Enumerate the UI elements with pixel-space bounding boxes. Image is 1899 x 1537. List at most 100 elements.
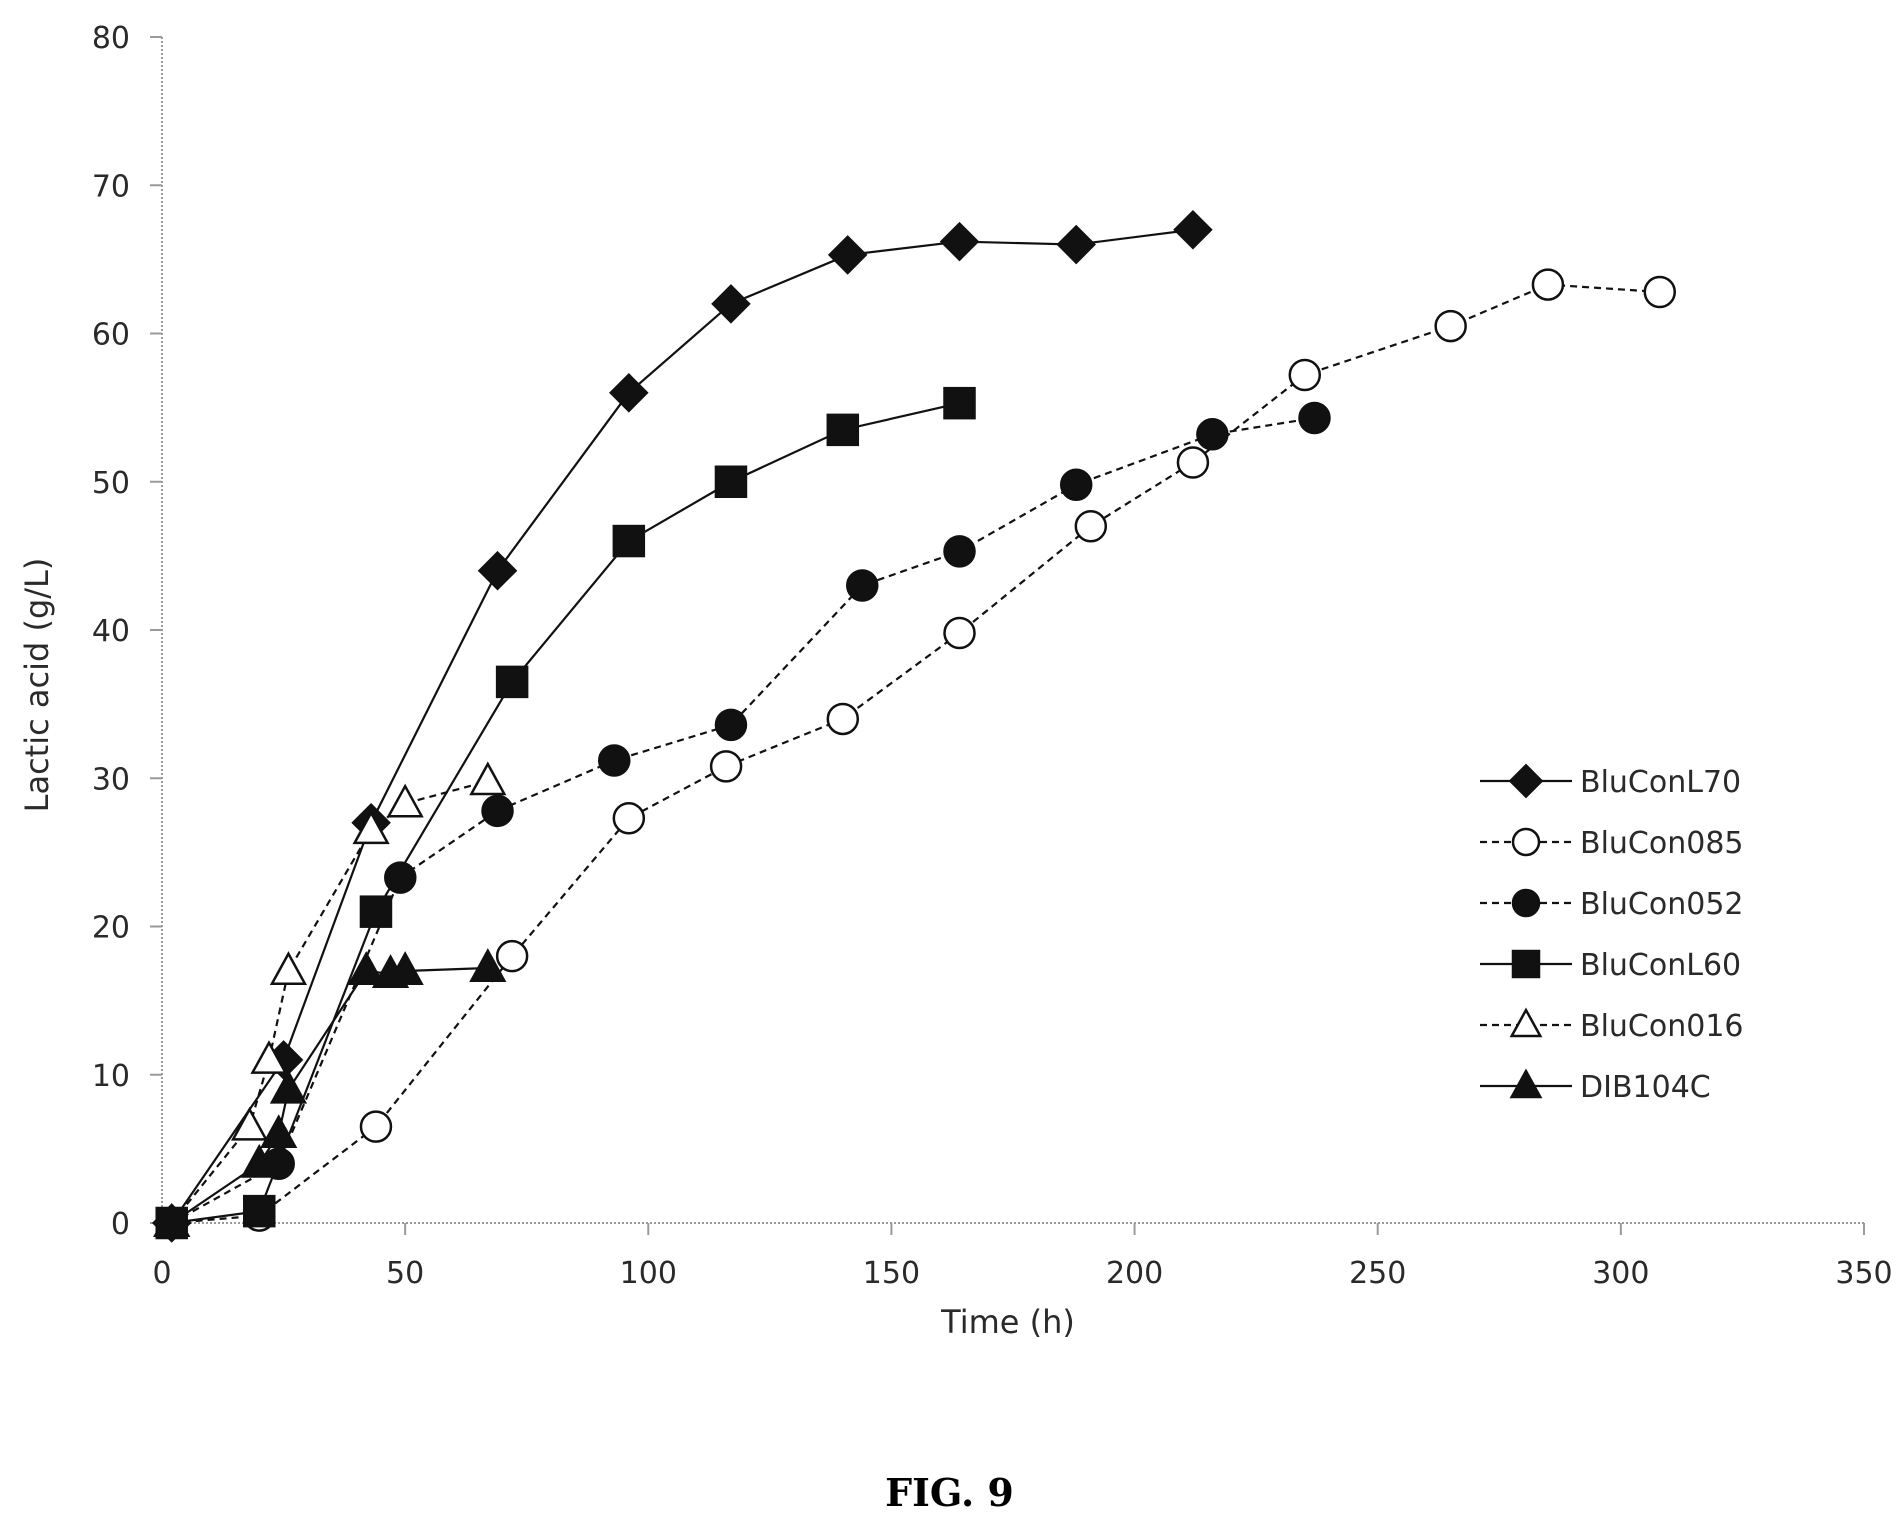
series-line <box>171 966 488 1224</box>
data-point <box>711 284 751 324</box>
legend-marker <box>1508 763 1544 799</box>
y-tick-label: 70 <box>92 169 130 204</box>
legend-item: DIB104C <box>1480 1068 1711 1105</box>
y-tick-label: 20 <box>92 911 130 946</box>
data-point <box>469 761 507 796</box>
legend-label: BluCon052 <box>1580 887 1744 922</box>
data-point <box>495 665 529 699</box>
legend-item: BluCon052 <box>1480 887 1744 922</box>
data-point <box>827 235 868 275</box>
legend-marker <box>1511 827 1541 857</box>
data-point <box>714 708 748 742</box>
data-point <box>943 616 976 650</box>
data-point <box>1196 418 1229 451</box>
plot-area <box>151 209 1677 1243</box>
series-3 <box>155 386 976 1240</box>
series-line <box>171 283 1660 1225</box>
y-tick-label: 50 <box>92 466 130 501</box>
data-point <box>386 951 424 985</box>
y-tick-label: 30 <box>92 762 130 797</box>
data-point <box>846 569 879 602</box>
figure-caption: FIG. 9 <box>885 1470 1014 1515</box>
data-point <box>243 1194 276 1228</box>
data-point <box>826 413 860 447</box>
data-point <box>260 1114 298 1149</box>
legend-item: BluCon016 <box>1480 1007 1744 1044</box>
data-point <box>714 465 748 498</box>
x-tick-label: 0 <box>152 1256 171 1291</box>
data-point <box>1298 401 1331 435</box>
data-point <box>347 951 385 985</box>
data-point <box>1059 468 1093 501</box>
x-tick-label: 50 <box>386 1256 424 1291</box>
series-5 <box>153 948 507 1237</box>
series-line <box>170 228 1194 1224</box>
data-point <box>477 550 518 591</box>
data-point <box>269 951 308 985</box>
data-point <box>612 524 646 558</box>
data-point <box>1288 358 1322 392</box>
y-tick-label: 60 <box>92 318 130 353</box>
data-point <box>1531 268 1565 301</box>
legend-item: BluCon085 <box>1480 826 1744 861</box>
data-point <box>153 1203 191 1237</box>
data-point <box>943 535 976 568</box>
data-point <box>352 810 390 845</box>
legend-marker <box>1509 1068 1543 1099</box>
series-line <box>171 416 1315 1224</box>
y-tick-label: 0 <box>111 1207 130 1242</box>
data-point <box>230 1106 269 1141</box>
data-point <box>1643 275 1677 309</box>
data-point <box>359 1110 393 1143</box>
legend-item: BluConL60 <box>1480 948 1741 983</box>
x-axis-title: Time (h) <box>940 1303 1075 1341</box>
legend-label: BluCon016 <box>1580 1009 1744 1044</box>
y-tick-label: 40 <box>92 614 130 649</box>
data-point <box>1434 309 1467 343</box>
legend-marker <box>1509 1007 1543 1038</box>
x-tick-label: 200 <box>1106 1256 1163 1291</box>
legend: BluConL70 BluCon085 BluCon052 BluConL60 BluC… <box>1480 763 1744 1105</box>
data-point <box>709 750 743 783</box>
data-point <box>1176 446 1210 479</box>
x-tick-label: 100 <box>620 1256 677 1291</box>
data-point <box>495 939 529 973</box>
series-line <box>170 780 489 1224</box>
data-point <box>943 386 976 420</box>
legend-marker <box>1511 949 1541 979</box>
series-1 <box>155 268 1677 1240</box>
legend-label: BluCon085 <box>1580 826 1744 861</box>
data-point <box>481 794 514 828</box>
data-point <box>240 1143 278 1178</box>
series-4 <box>153 761 507 1237</box>
legend-label: DIB104C <box>1580 1070 1711 1105</box>
data-point <box>359 895 393 928</box>
data-point <box>609 373 649 413</box>
data-point <box>1074 509 1108 543</box>
data-point <box>250 1040 288 1074</box>
data-point <box>469 948 507 983</box>
x-tick-label: 350 <box>1835 1256 1892 1291</box>
y-axis-title: Lactic acid (g/L) <box>18 558 56 813</box>
data-point <box>612 802 646 835</box>
y-tick-label: 80 <box>92 21 130 56</box>
data-point <box>826 702 860 736</box>
data-point <box>386 783 424 818</box>
legend-item: BluConL70 <box>1480 763 1741 800</box>
legend-label: BluConL70 <box>1580 765 1741 800</box>
data-point <box>269 1069 308 1104</box>
x-tick-label: 150 <box>863 1256 920 1291</box>
y-tick-label: 10 <box>92 1059 130 1094</box>
data-point <box>1056 224 1096 265</box>
x-tick-label: 250 <box>1349 1256 1406 1291</box>
data-point <box>597 744 631 777</box>
data-point <box>939 221 980 262</box>
legend-label: BluConL60 <box>1580 948 1741 983</box>
series-line <box>171 402 960 1225</box>
series-2 <box>155 401 1331 1240</box>
x-tick-label: 300 <box>1592 1256 1649 1291</box>
axes: 0 10 20 30 40 50 60 70 80 0 50 100 150 200 250 300 350 <box>92 21 1893 1291</box>
data-point <box>1173 209 1213 250</box>
legend-marker <box>1511 888 1541 918</box>
